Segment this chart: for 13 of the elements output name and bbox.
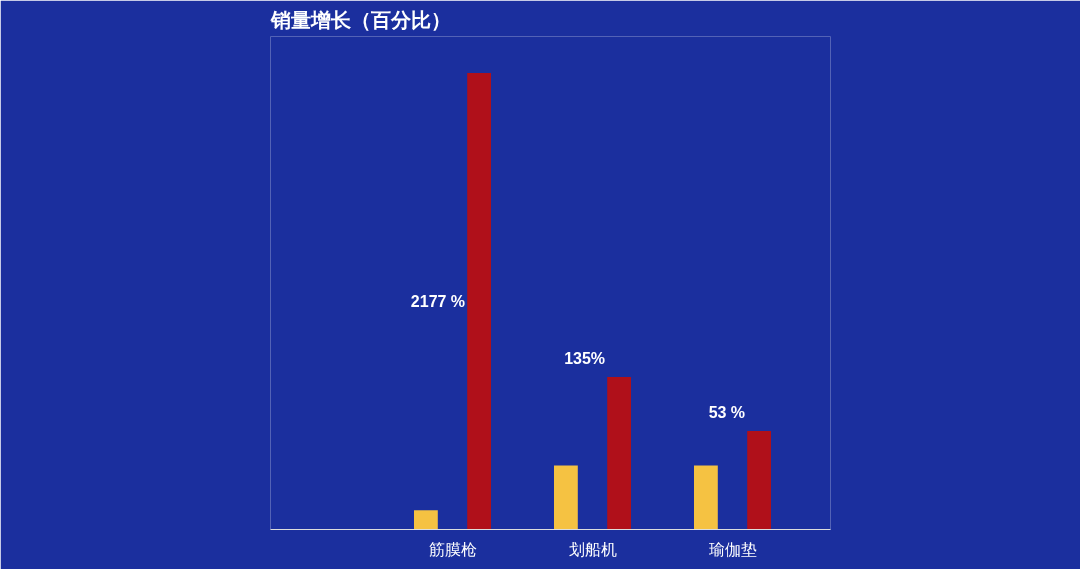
x-tick-label: 划船机 [568,540,617,558]
annotation: 2177 % [410,292,466,310]
x-tick-label: 筋膜枪 [428,540,477,558]
bar [554,465,578,530]
bar [607,377,631,530]
annotation: 135% [564,350,606,368]
bar [414,510,438,530]
annotation: 53 % [708,404,746,422]
bar [467,73,491,530]
bar [694,465,718,530]
bar [747,430,771,530]
x-tick-label: 瑜伽垫 [708,540,757,558]
chart-title: 销量增长（百分比） [269,7,451,32]
